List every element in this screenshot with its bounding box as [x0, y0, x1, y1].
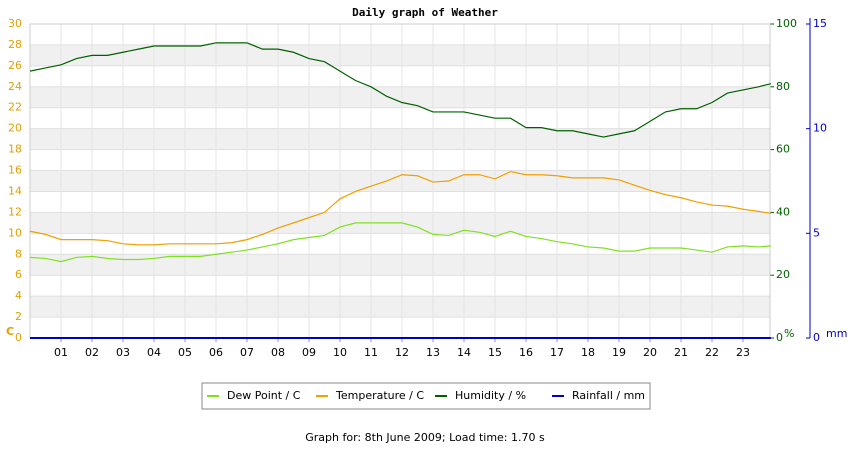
x-tick-label: 09 [302, 346, 316, 359]
x-tick-label: 22 [705, 346, 719, 359]
y3-tick-label: 15 [813, 17, 827, 30]
y2-tick-label: 80 [776, 80, 790, 93]
x-tick-label: 12 [395, 346, 409, 359]
x-tick-label: 07 [240, 346, 254, 359]
y-tick-label: 30 [8, 17, 22, 30]
y3-unit: mm [826, 327, 847, 340]
x-tick-label: 17 [550, 346, 564, 359]
x-tick-label: 18 [581, 346, 595, 359]
x-tick-label: 06 [209, 346, 223, 359]
chart-title: Daily graph of Weather [352, 6, 498, 19]
y2-unit: % [784, 327, 794, 340]
x-tick-label: 23 [736, 346, 750, 359]
legend-box [201, 382, 651, 410]
x-tick-label: 01 [54, 346, 68, 359]
y-tick-label: 22 [8, 101, 22, 114]
y-tick-label: 10 [8, 226, 22, 239]
grid-band [30, 128, 770, 150]
legend-label: Rainfall / mm [572, 389, 645, 402]
x-tick-label: 10 [333, 346, 347, 359]
y3-tick-label: 0 [813, 331, 820, 344]
y-tick-label: 28 [8, 38, 22, 51]
grid-band [30, 86, 770, 108]
x-tick-label: 20 [643, 346, 657, 359]
legend-label: Humidity / % [455, 389, 526, 402]
x-tick-label: 15 [488, 346, 502, 359]
x-tick-label: 02 [85, 346, 99, 359]
grid-band [30, 254, 770, 276]
x-tick-label: 21 [674, 346, 688, 359]
y-tick-label: 0 [15, 331, 22, 344]
grid-band [30, 296, 770, 318]
x-tick-label: 19 [612, 346, 626, 359]
series-line [29, 222, 771, 263]
grid-band [30, 170, 770, 192]
y2-tick-label: 100 [776, 17, 797, 30]
x-tick-label: 13 [426, 346, 440, 359]
y-tick-label: 2 [15, 310, 22, 323]
y-tick-label: 8 [15, 247, 22, 260]
x-tick-label: 11 [364, 346, 378, 359]
y-unit: C [6, 325, 14, 338]
series-line [29, 42, 772, 138]
y-tick-label: 18 [8, 143, 22, 156]
x-tick-label: 08 [271, 346, 285, 359]
y-tick-label: 20 [8, 122, 22, 135]
x-tick-label: 05 [178, 346, 192, 359]
y-tick-label: 12 [8, 205, 22, 218]
x-tick-label: 04 [147, 346, 161, 359]
y3-tick-label: 5 [813, 226, 820, 239]
y-tick-label: 26 [8, 59, 22, 72]
y3-tick-label: 10 [813, 122, 827, 135]
x-tick-label: 14 [457, 346, 471, 359]
y2-tick-label: 40 [776, 205, 790, 218]
legend-label: Temperature / C [335, 389, 424, 402]
x-tick-label: 03 [116, 346, 130, 359]
grid-band [30, 44, 770, 66]
legend-label: Dew Point / C [227, 389, 301, 402]
x-tick-label: 16 [519, 346, 533, 359]
series-line [29, 170, 772, 246]
footer: Graph for: 8th June 2009; Load time: 1.7… [305, 431, 545, 444]
y-tick-label: 16 [8, 164, 22, 177]
y2-tick-label: 60 [776, 143, 790, 156]
y2-tick-label: 20 [776, 268, 790, 281]
y-tick-label: 4 [15, 289, 22, 302]
y-tick-label: 24 [8, 80, 22, 93]
y-tick-label: 14 [8, 184, 22, 197]
y2-tick-label: 0 [776, 331, 783, 344]
y-tick-label: 6 [15, 268, 22, 281]
